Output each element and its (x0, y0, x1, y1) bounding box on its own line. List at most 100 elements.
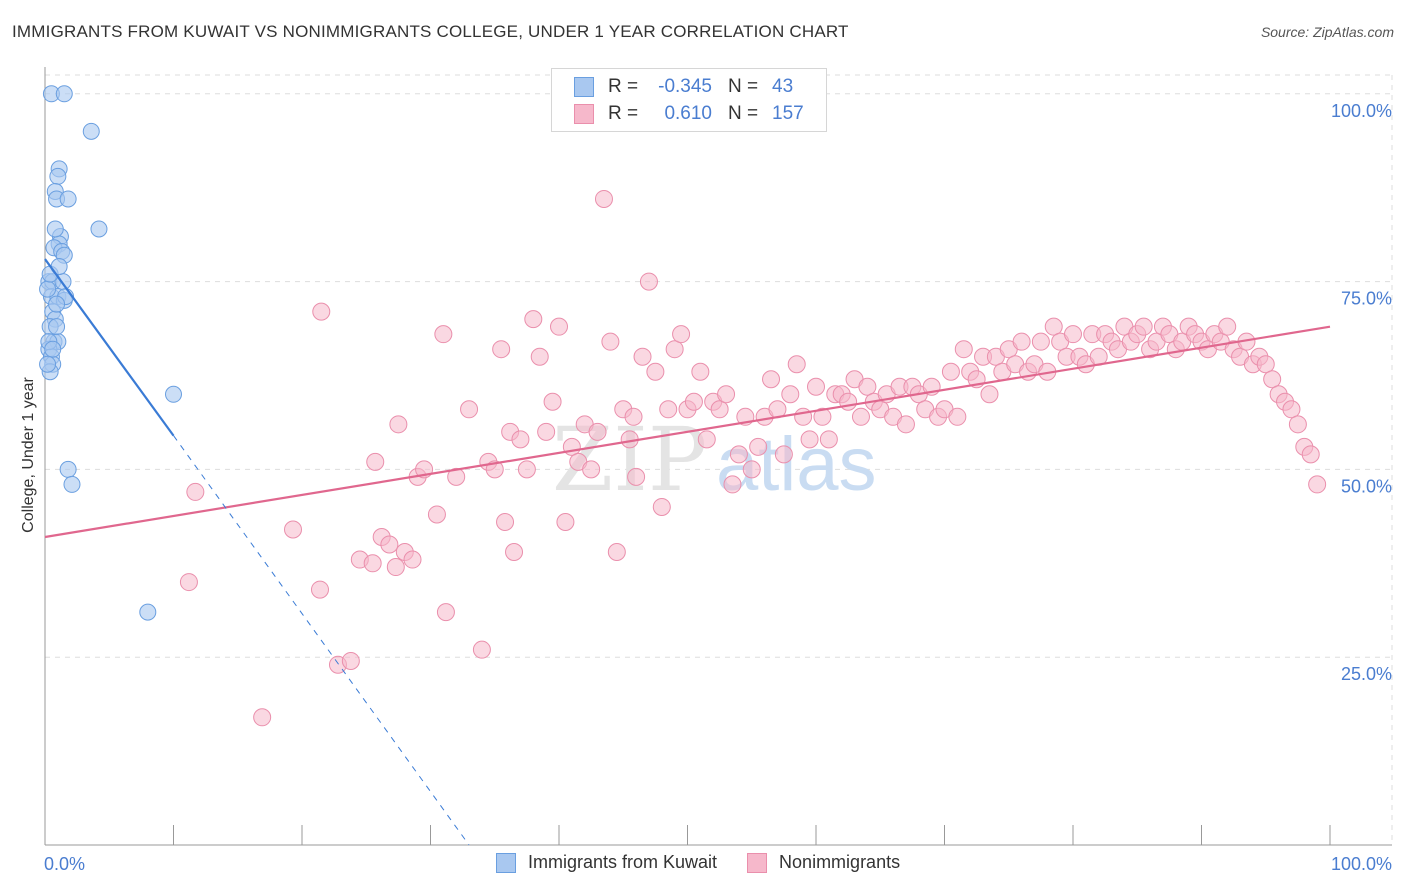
nonimmigrant-point (665, 340, 684, 359)
kuwait-trend-line (44, 258, 175, 437)
nonimmigrant-point (460, 400, 479, 419)
nonimmigrant-point (511, 430, 530, 449)
nonimmigrant-point (659, 400, 678, 419)
nonimmigrant-point (1301, 445, 1320, 464)
kuwait-point (48, 295, 66, 313)
series-label-kuwait: Immigrants from Kuwait (528, 852, 718, 872)
correlation-legend: R = -0.345 N = 43 R = 0.610 N = 157 (551, 68, 827, 132)
nonimmigrant-point (550, 317, 568, 336)
legend-r-value: 0.610 (664, 103, 712, 124)
nonimmigrant-point (800, 430, 819, 449)
axes (44, 67, 1392, 846)
legend-row-nonimmigrants: R = 0.610 N = 157 (574, 101, 804, 127)
nonimmigrant-point (530, 347, 549, 366)
y-tick-label: 100.0% (1331, 101, 1392, 121)
legend-row-kuwait: R = -0.345 N = 43 (574, 74, 793, 100)
nonimmigrant-point (807, 377, 825, 396)
nonimmigrant-point (1218, 317, 1237, 336)
nonimmigrant-point (403, 550, 422, 569)
nonimmigrant-point (582, 460, 601, 479)
nonimmigrants-points (179, 189, 1327, 727)
nonimmigrant-point (781, 385, 800, 404)
kuwait-point (48, 318, 66, 336)
chart-title: IMMIGRANTS FROM KUWAIT VS NONIMMIGRANTS … (12, 22, 849, 41)
nonimmigrant-point (496, 512, 515, 531)
legend-n-label: N = (728, 76, 759, 97)
nonimmigrant-point (537, 422, 556, 441)
y-tick-label: 75.0% (1341, 289, 1392, 309)
kuwait-point (55, 85, 73, 103)
nonimmigrant-point (710, 400, 729, 419)
legend-n-value: 157 (772, 103, 804, 124)
nonimmigrant-point (1134, 317, 1153, 336)
series-label-nonimmigrants: Nonimmigrants (779, 852, 901, 872)
kuwait-point (90, 220, 108, 238)
nonimmigrant-point (386, 558, 405, 577)
kuwait-point (44, 340, 62, 358)
legend-r-label: R = (608, 76, 639, 97)
x-tick-label-start: 0.0% (44, 854, 85, 874)
nonimmigrant-point (380, 535, 399, 554)
nonimmigrant-point (1012, 332, 1031, 351)
nonimmigrant-point (819, 430, 838, 449)
kuwait-point (39, 280, 57, 298)
legend-r-label: R = (608, 103, 639, 124)
grid-lines (45, 74, 1393, 845)
kuwait-point (39, 355, 57, 373)
nonimmigrant-point (253, 708, 272, 727)
nonimmigrant-point (672, 325, 691, 344)
nonimmigrant-point (980, 385, 999, 404)
nonimmigrant-point (851, 407, 870, 426)
nonimmigrant-point (284, 520, 303, 539)
series-swatch-pink (747, 852, 768, 873)
nonimmigrant-point (624, 407, 643, 426)
nonimmigrant-point (954, 340, 973, 359)
x-tick-label-end: 100.0% (1331, 854, 1392, 874)
nonimmigrant-point (762, 370, 781, 389)
nonimmigrant-point (639, 272, 658, 291)
kuwait-point (46, 220, 64, 238)
nonimmigrant-point (1064, 325, 1082, 344)
nonimmigrant-point (1031, 332, 1050, 351)
y-tick-label: 25.0% (1341, 664, 1392, 684)
series-swatch-blue (496, 852, 516, 873)
legend-swatch-blue (574, 77, 594, 97)
nonimmigrant-point (896, 415, 915, 434)
nonimmigrant-point (742, 460, 761, 479)
nonimmigrant-point (556, 512, 575, 531)
legend-swatch-pink (574, 104, 594, 124)
nonimmigrant-point (434, 325, 453, 344)
legend-n-label: N = (728, 103, 759, 124)
legend-r-value: -0.345 (658, 76, 712, 97)
nonimmigrant-point (723, 475, 742, 494)
nonimmigrant-point (691, 362, 710, 381)
nonimmigrant-point (363, 554, 382, 573)
nonimmigrant-point (436, 603, 455, 622)
nonimmigrant-point (652, 497, 671, 516)
nonimmigrant-point (601, 332, 620, 351)
kuwait-point (63, 475, 81, 493)
nonimmigrant-point (646, 362, 665, 381)
trend-lines (44, 258, 1331, 846)
legend-n-value: 43 (772, 76, 794, 97)
nonimmigrant-point (941, 362, 960, 381)
nonimmigrant-point (517, 460, 536, 479)
nonimmigrant-point (588, 422, 607, 441)
nonimmigrant-point (749, 437, 768, 456)
nonimmigrant-point (179, 573, 198, 592)
nonimmigrant-point (447, 467, 466, 486)
nonimmigrant-point (310, 580, 329, 599)
nonimmigrant-point (813, 407, 832, 426)
nonimmigrant-point (341, 651, 360, 670)
nonimmigrant-point (427, 505, 446, 524)
nonimmigrant-point (684, 392, 703, 411)
nonimmigrant-point (607, 543, 626, 562)
series-legend: Immigrants from Kuwait Nonimmigrants (496, 852, 930, 873)
tick-labels: 25.0% 50.0% 75.0% 100.0% 0.0% 100.0% (44, 101, 1392, 874)
watermark-atlas: atlas (716, 422, 877, 507)
kuwait-point (49, 167, 67, 185)
nonimmigrant-point (948, 407, 967, 426)
nonimmigrant-point (505, 543, 524, 562)
kuwait-points (39, 85, 182, 621)
